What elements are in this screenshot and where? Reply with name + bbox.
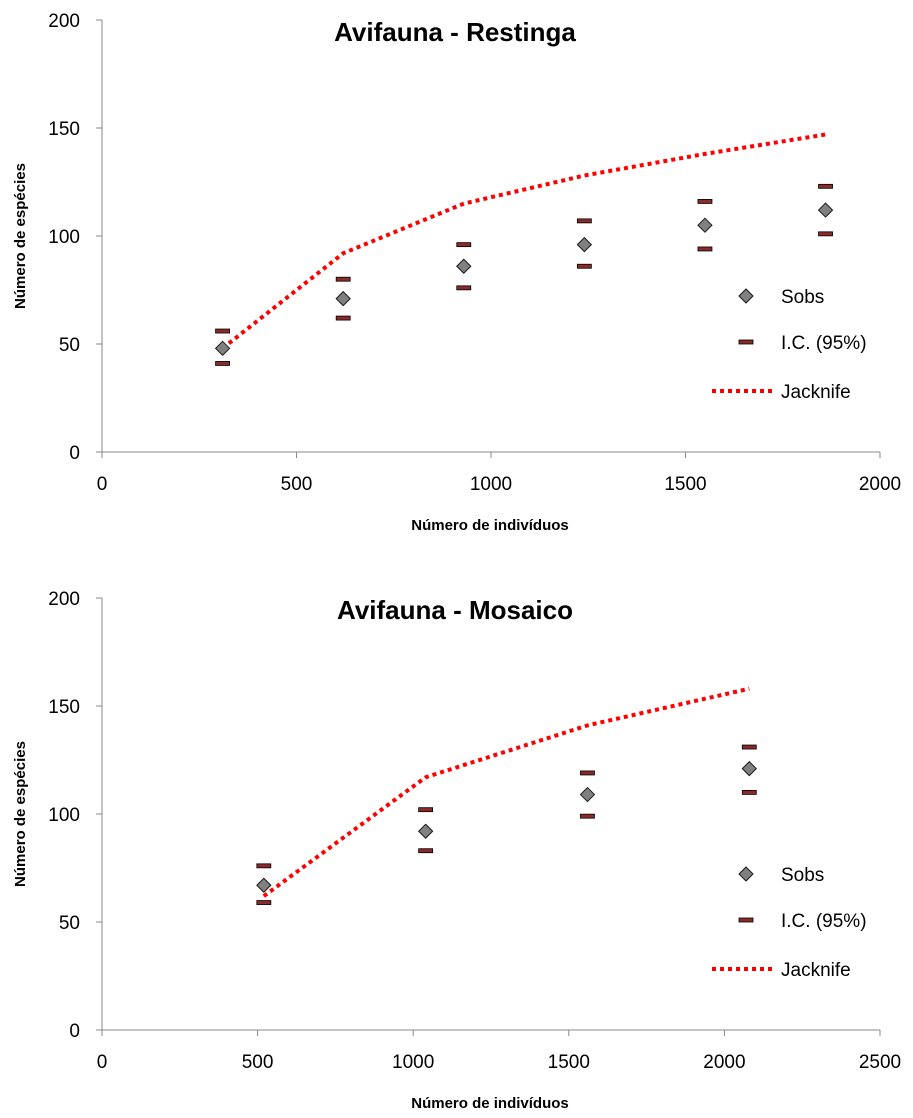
legend-label-jacknife: Jacknife <box>781 960 851 981</box>
legend-item-sobs: Sobs <box>738 865 824 886</box>
legend-item-jacknife: Jacknife <box>712 960 851 981</box>
sobs-point <box>417 823 434 839</box>
x-tick-label: 1000 <box>470 474 512 495</box>
chart-title: Avifauna - Restinga <box>334 17 576 47</box>
legend: Sobs I.C. (95%) Jacknife <box>712 287 867 403</box>
chart-restinga: 0 50 100 150 200 0 500 1000 1500 2000 Avifauna - … <box>0 0 913 540</box>
y-tick-label: 200 <box>48 11 80 32</box>
legend-item-ci: I.C. (95%) <box>738 911 867 932</box>
chart-mosaico: 0 50 100 150 200 0 500 1000 1500 2000 2500 Avifaun… <box>0 578 913 1118</box>
sobs-point <box>697 217 713 233</box>
sobs-point <box>741 760 758 777</box>
x-tick-label: 2500 <box>859 1052 901 1073</box>
sobs-point <box>817 202 834 218</box>
ci-marker <box>576 263 592 269</box>
ci-marker <box>580 813 595 819</box>
sobs-point <box>256 877 272 893</box>
legend-label-ci: I.C. (95%) <box>781 333 867 354</box>
ci-marker <box>256 863 272 869</box>
legend: Sobs I.C. (95%) Jacknife <box>712 865 867 981</box>
ci-marker <box>697 246 713 252</box>
legend-label-sobs: Sobs <box>781 865 824 886</box>
x-axis-title: Número de indivíduos <box>411 1095 569 1112</box>
legend-item-sobs: Sobs <box>738 287 824 308</box>
ci-marker <box>418 848 434 854</box>
sobs-point <box>576 236 593 253</box>
x-axis-title: Número de indivíduos <box>411 517 569 534</box>
ci-marker <box>697 199 713 204</box>
y-tick-label: 50 <box>59 335 80 356</box>
x-tick-label: 1500 <box>548 1052 590 1073</box>
ci-marker <box>418 807 434 813</box>
ci-marker <box>456 242 472 248</box>
y-tick-label: 0 <box>69 1021 80 1042</box>
x-tick-label: 0 <box>97 1052 108 1073</box>
ci-marker <box>741 789 757 795</box>
ci-marker <box>215 361 230 366</box>
ci-marker <box>818 183 833 189</box>
y-tick-label: 150 <box>48 697 80 718</box>
ci-marker <box>576 218 592 224</box>
legend-ci-marker <box>738 917 754 923</box>
legend-sobs-marker <box>738 288 754 304</box>
legend-label-jacknife: Jacknife <box>781 382 851 403</box>
legend-ci-marker <box>738 339 754 345</box>
x-tick-label: 2000 <box>859 474 901 495</box>
legend-sobs-marker <box>738 866 754 882</box>
sobs-point <box>335 290 351 307</box>
x-tick-label: 0 <box>97 474 108 495</box>
jacknife-line <box>221 132 826 350</box>
sobs-point <box>456 258 472 274</box>
y-tick-label: 0 <box>69 443 80 464</box>
legend-item-ci: I.C. (95%) <box>738 333 867 354</box>
y-tick-label: 200 <box>48 589 80 610</box>
ci-marker <box>335 315 351 321</box>
x-tick-label: 1000 <box>392 1052 434 1073</box>
jacknife-line <box>262 686 750 898</box>
ci-marker <box>256 900 272 905</box>
x-tick-label: 500 <box>242 1052 274 1073</box>
sobs-point <box>214 340 231 357</box>
ci-marker <box>335 276 351 282</box>
ci-marker <box>580 770 595 776</box>
ci-marker <box>456 285 472 291</box>
chart-title: Avifauna - Mosaico <box>337 595 573 625</box>
y-axis-title: Número de espécies <box>12 163 29 309</box>
x-tick-label: 1500 <box>664 474 706 495</box>
ci-marker <box>741 744 757 750</box>
legend-label-ci: I.C. (95%) <box>781 911 867 932</box>
x-tick-label: 2000 <box>703 1052 745 1073</box>
y-axis-title: Número de espécies <box>12 741 29 887</box>
legend-label-sobs: Sobs <box>781 287 824 308</box>
y-tick-label: 50 <box>59 913 80 934</box>
y-tick-label: 150 <box>48 119 80 140</box>
y-tick-label: 100 <box>48 805 80 826</box>
x-tick-label: 500 <box>281 474 313 495</box>
legend-item-jacknife: Jacknife <box>712 382 851 403</box>
sobs-point <box>579 786 596 803</box>
ci-marker <box>215 328 230 334</box>
y-tick-label: 100 <box>48 227 80 248</box>
ci-marker <box>818 231 833 237</box>
